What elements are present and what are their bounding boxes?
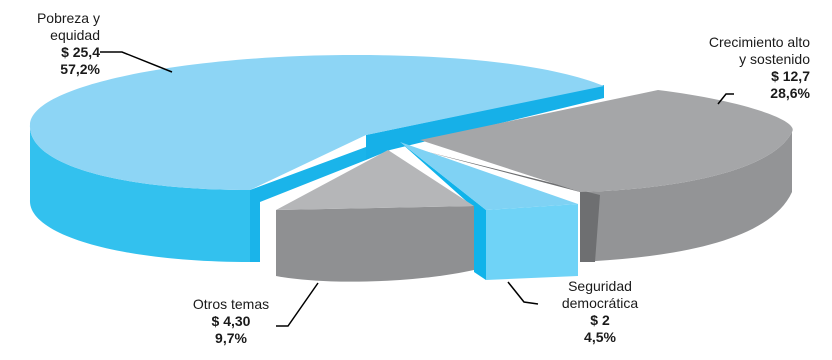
label-seguridad-name-2: democrática <box>561 295 639 311</box>
label-crecimiento-value: $ 12,7 <box>771 68 810 84</box>
label-crecimiento: Crecimiento alto y sostenido $ 12,7 28,6… <box>660 34 810 102</box>
label-pobreza-name-1: Pobreza y <box>36 10 100 26</box>
leader-line-otros <box>276 282 319 327</box>
label-otros-percent: 9,7% <box>215 330 247 346</box>
label-pobreza: Pobreza y equidad $ 25,4 57,2% <box>8 10 100 78</box>
slice-side-otros <box>276 206 474 282</box>
label-pobreza-name-2: equidad <box>50 27 100 43</box>
slice-side-seguridad-edge <box>400 142 486 280</box>
label-seguridad-name-1: Seguridad <box>568 278 632 294</box>
slice-side-crecimiento <box>580 132 792 262</box>
slice-side-pobreza-inner <box>250 147 366 262</box>
label-seguridad-percent: 4,5% <box>584 329 616 345</box>
leader-line-pobreza <box>100 51 173 73</box>
slice-side-crecimiento-dark <box>420 150 600 262</box>
label-otros-value: $ 4,30 <box>211 313 251 329</box>
label-seguridad-value: $ 2 <box>590 312 610 328</box>
leader-line-crecimiento <box>717 93 734 105</box>
slice-otros <box>276 150 474 210</box>
label-otros-name-1: Otros temas <box>192 296 270 312</box>
label-pobreza-percent: 57,2% <box>60 61 100 77</box>
slice-pobreza <box>29 55 604 191</box>
label-seguridad: Seguridad democrática $ 2 4,5% <box>540 278 660 346</box>
slice-side-pobreza <box>29 125 250 262</box>
label-otros: Otros temas $ 4,30 9,7% <box>176 296 286 347</box>
slice-crecimiento <box>420 90 793 192</box>
slice-seguridad <box>400 142 578 210</box>
label-crecimiento-name-1: Crecimiento alto <box>708 34 810 50</box>
slice-side-seguridad <box>486 204 578 280</box>
label-crecimiento-percent: 28,6% <box>770 85 810 101</box>
leader-line-seguridad <box>507 281 539 305</box>
label-crecimiento-name-2: y sostenido <box>739 51 810 67</box>
label-pobreza-value: $ 25,4 <box>61 44 100 60</box>
